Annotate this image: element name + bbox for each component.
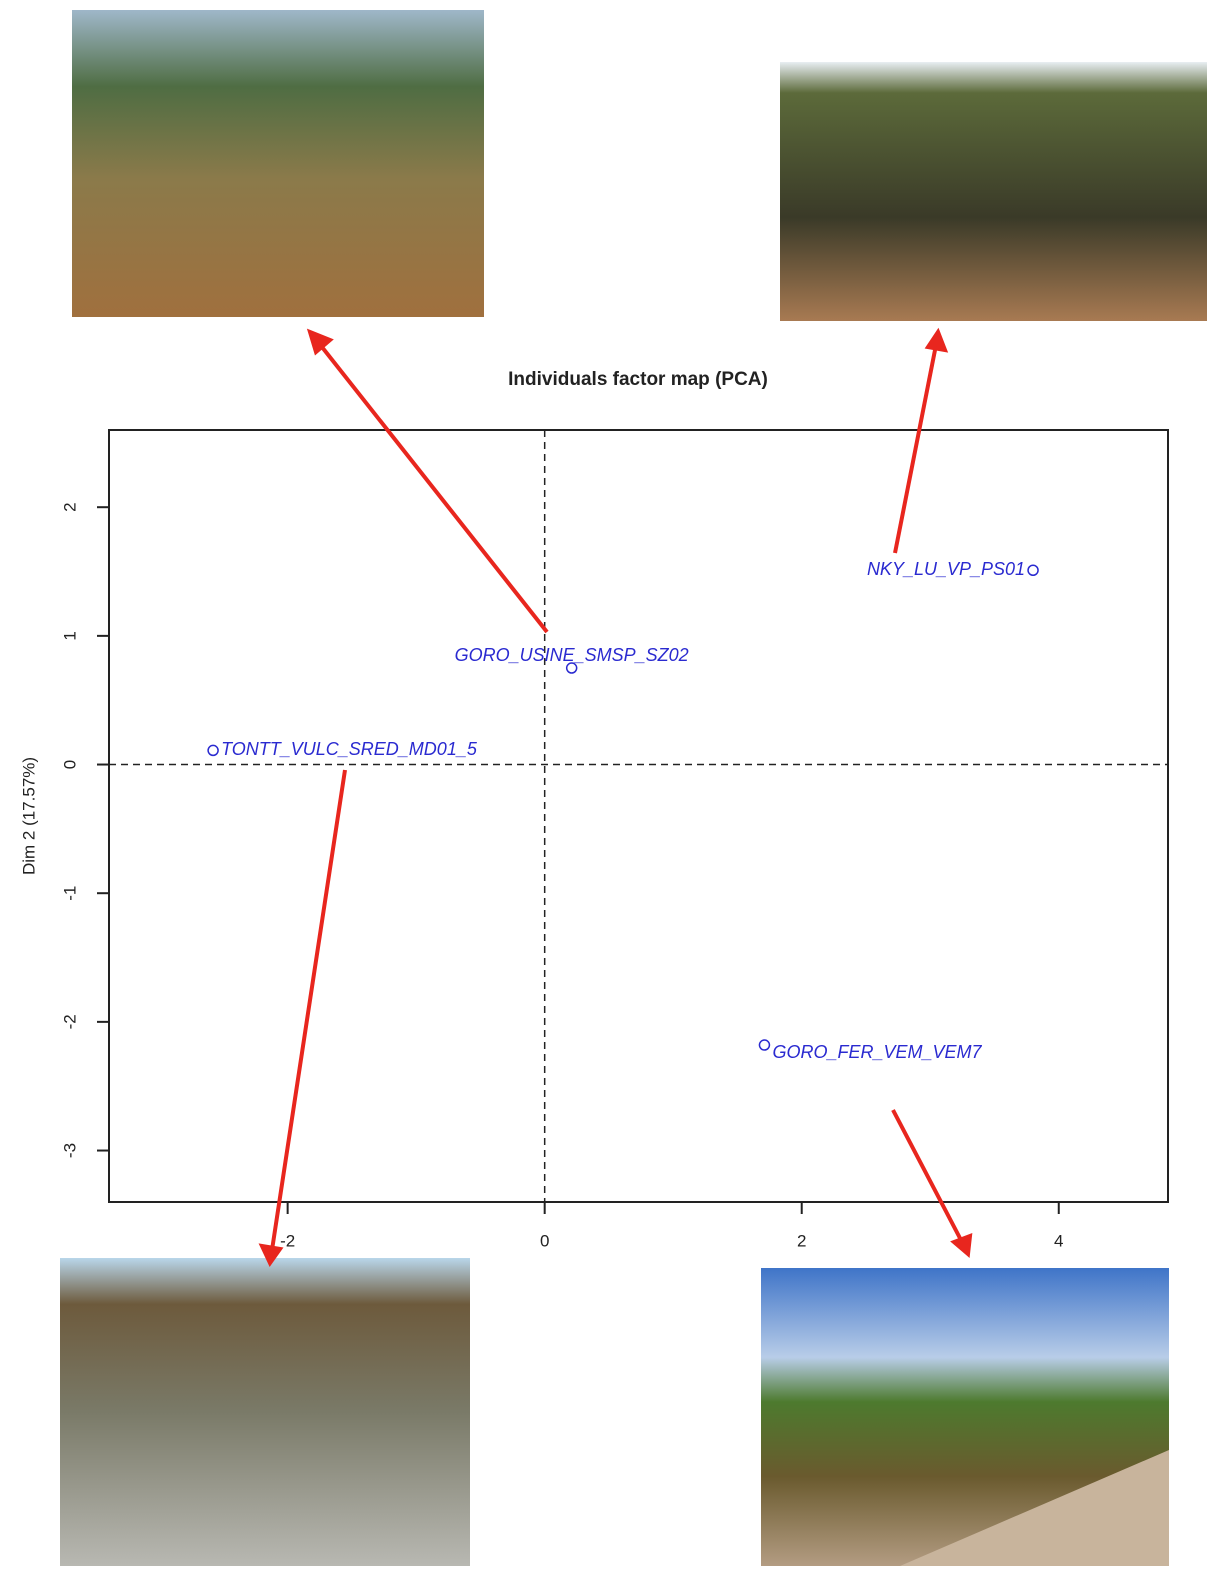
- arrow: [270, 769, 347, 1251]
- arrow: [316, 340, 549, 634]
- y-tick-label: -3: [60, 1143, 79, 1158]
- arrow: [893, 344, 938, 554]
- plot: -2 0 2 4 -3 -2 -1 0 1 2 GORO_USINE_SMSP_SZ02 NKY_LU…: [60, 430, 1168, 1250]
- point: [1027, 564, 1039, 576]
- y-tick-label: 0: [60, 760, 79, 769]
- point-label: GORO_FER_VEM_VEM7: [772, 1042, 982, 1062]
- point-label: NKY_LU_VP_PS01: [867, 559, 1025, 579]
- road: [900, 1450, 1169, 1566]
- arrow-head: [306, 328, 334, 356]
- plot-frame: [108, 429, 1169, 1203]
- y-tick-label: 2: [60, 502, 79, 511]
- x-tick-label: 4: [1054, 1231, 1063, 1250]
- point-label: TONTT_VULC_SRED_MD01_5: [221, 739, 478, 759]
- arrow-head: [258, 1243, 284, 1267]
- arrow-head: [950, 1232, 973, 1258]
- arrow: [891, 1109, 964, 1243]
- y-tick-label: -1: [60, 886, 79, 901]
- point-label: GORO_USINE_SMSP_SZ02: [455, 645, 689, 665]
- photo: [72, 10, 484, 317]
- arrow-head: [924, 327, 949, 353]
- y-tick-label: 1: [60, 631, 79, 640]
- x-tick-label: 2: [797, 1231, 806, 1250]
- arrows: [258, 327, 973, 1267]
- chart-title: Individuals factor map (PCA): [508, 369, 768, 390]
- y-tick-label: -2: [60, 1014, 79, 1029]
- point: [207, 744, 219, 757]
- photo: [60, 1258, 470, 1566]
- x-tick-label: -2: [280, 1231, 295, 1250]
- photo: [780, 62, 1207, 321]
- point: [758, 1039, 771, 1051]
- y-axis-label: Dim 2 (17.57%): [19, 757, 38, 875]
- point: [565, 662, 578, 674]
- x-tick-label: 0: [540, 1231, 549, 1250]
